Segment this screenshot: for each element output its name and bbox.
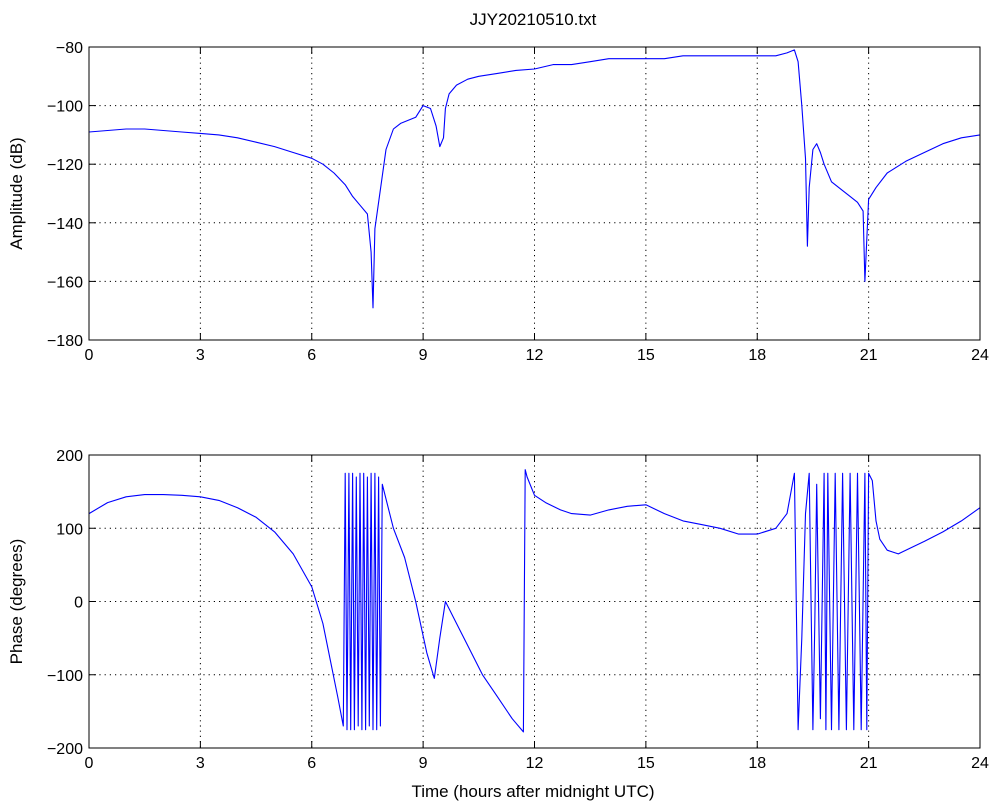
x-tick-label: 12 xyxy=(526,347,544,364)
x-tick-label: 3 xyxy=(196,755,205,772)
x-tick-label: 15 xyxy=(637,755,655,772)
x-tick-label: 6 xyxy=(307,347,316,364)
amplitude-y-axis-label: Amplitude (dB) xyxy=(7,137,26,249)
y-tick-label: −160 xyxy=(47,274,83,291)
phase-ticks: 0 3 6 9 12 15 18 21 24 200 100 0 −100 −200 xyxy=(47,448,989,772)
x-tick-label: 9 xyxy=(419,347,428,364)
chart-title: JJY20210510.txt xyxy=(470,10,597,29)
y-tick-label: −180 xyxy=(47,333,83,350)
x-tick-label: 21 xyxy=(860,755,878,772)
x-tick-label: 9 xyxy=(419,755,428,772)
amplitude-series xyxy=(88,49,981,309)
series-line xyxy=(88,49,981,309)
y-tick-label: −200 xyxy=(47,741,83,758)
y-tick-label: 200 xyxy=(56,448,83,465)
x-tick-label: 18 xyxy=(748,347,766,364)
phase-panel: 0 3 6 9 12 15 18 21 24 200 100 0 −100 −200 Phase (deg… xyxy=(7,448,989,772)
y-tick-label: −100 xyxy=(47,99,83,116)
phase-series xyxy=(88,469,981,733)
y-tick-label: −120 xyxy=(47,157,83,174)
amplitude-axes-frame xyxy=(88,46,981,341)
x-tick-label: 21 xyxy=(860,347,878,364)
series-line xyxy=(88,469,981,733)
phase-y-axis-label: Phase (degrees) xyxy=(7,539,26,665)
amplitude-panel: 0 3 6 9 12 15 18 21 24 −80 −100 −120 −140 −160 −180 Am… xyxy=(7,40,989,364)
phase-axes-frame xyxy=(88,454,981,749)
y-tick-label: −100 xyxy=(47,668,83,685)
phase-grid xyxy=(89,455,980,748)
x-tick-label: 12 xyxy=(526,755,544,772)
x-tick-label: 18 xyxy=(748,755,766,772)
x-axis-label: Time (hours after midnight UTC) xyxy=(411,782,654,801)
y-tick-label: −140 xyxy=(47,216,83,233)
y-tick-label: 100 xyxy=(56,521,83,538)
x-tick-label: 24 xyxy=(971,347,989,364)
y-tick-label: 0 xyxy=(74,595,83,612)
x-tick-label: 3 xyxy=(196,347,205,364)
y-tick-label: −80 xyxy=(56,40,83,57)
amplitude-ticks: 0 3 6 9 12 15 18 21 24 −80 −100 −120 −140 −160 −180 xyxy=(47,40,989,364)
x-tick-label: 15 xyxy=(637,347,655,364)
x-tick-label: 0 xyxy=(85,347,94,364)
x-tick-label: 0 xyxy=(85,755,94,772)
amplitude-grid xyxy=(89,47,980,340)
x-tick-label: 24 xyxy=(971,755,989,772)
x-tick-label: 6 xyxy=(307,755,316,772)
